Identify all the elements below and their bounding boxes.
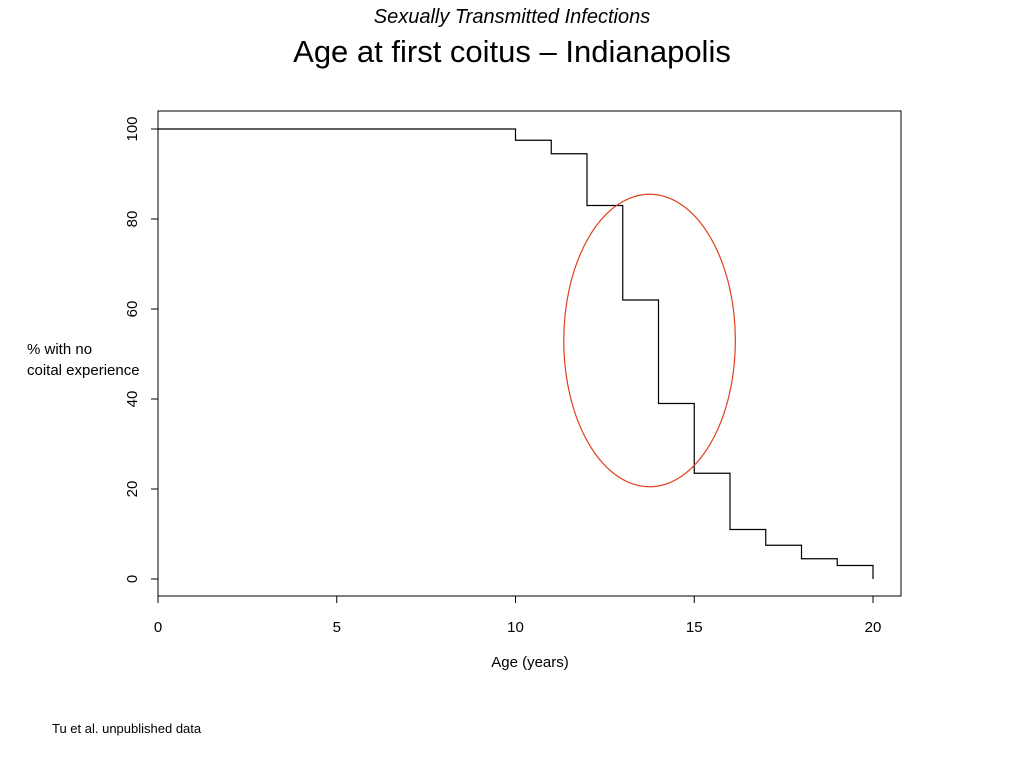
slide-subtitle: Sexually Transmitted Infections xyxy=(373,6,651,28)
y-tick-label: 60 xyxy=(124,301,141,318)
y-tick-label: 0 xyxy=(124,575,141,583)
highlight-ellipse xyxy=(563,193,736,488)
x-tick-label: 20 xyxy=(865,619,882,636)
y-tick-label: 100 xyxy=(124,116,141,141)
y-tick-label: 40 xyxy=(124,391,141,408)
y-axis-label-line-1: % with no xyxy=(27,341,93,358)
x-tick-label: 0 xyxy=(154,619,162,636)
y-axis-label-line-2: coital experience xyxy=(27,362,140,379)
annotation-group xyxy=(563,193,736,488)
step-curve xyxy=(158,128,874,579)
x-tick-label: 15 xyxy=(686,619,703,636)
y-tick-label: 20 xyxy=(124,481,141,498)
x-axis-label: Age (years) xyxy=(491,654,569,671)
x-tick-label: 10 xyxy=(507,619,524,636)
y-axis-label: % with no coital experience xyxy=(27,339,140,381)
axes: 0 5 10 15 20 0 20 40 60 80 100 xyxy=(124,116,881,636)
slide-title: Age at first coitus – Indianapolis xyxy=(293,34,731,69)
x-tick-label: 5 xyxy=(333,619,341,636)
y-tick-label: 80 xyxy=(124,211,141,228)
footnote: Tu et al. unpublished data xyxy=(52,721,202,736)
plot-frame xyxy=(157,110,902,597)
series-group xyxy=(158,128,874,579)
